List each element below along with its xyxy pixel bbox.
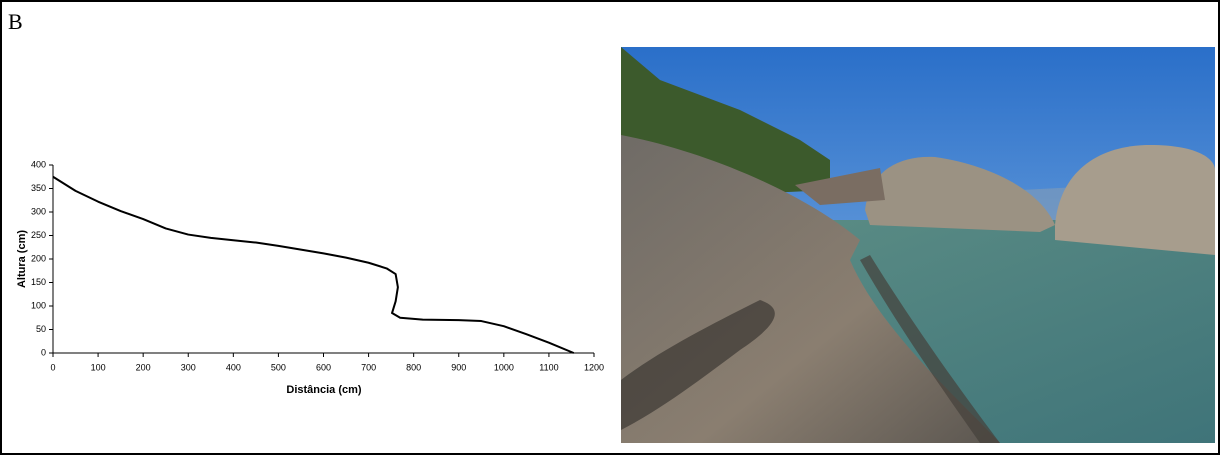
y-tick-label: 100	[31, 300, 46, 310]
profile-line	[52, 175, 575, 354]
x-tick-label: 0	[50, 362, 55, 372]
y-tick-label: 50	[36, 324, 46, 334]
panel-label: B	[8, 9, 23, 34]
y-axis-title: Altura (cm)	[16, 230, 28, 288]
x-tick-label: 1200	[584, 362, 604, 372]
x-tick-label: 200	[136, 362, 151, 372]
x-tick-label: 1000	[494, 362, 514, 372]
x-tick-label: 700	[361, 362, 376, 372]
x-tick-label: 100	[91, 362, 106, 372]
x-tick-label: 400	[226, 362, 241, 372]
x-tick-label: 900	[451, 362, 466, 372]
x-tick-label: 600	[316, 362, 331, 372]
x-tick-label: 1100	[539, 362, 558, 372]
y-tick-label: 0	[41, 347, 46, 357]
y-tick-label: 400	[31, 159, 46, 169]
x-tick-label: 300	[181, 362, 196, 372]
x-tick-label: 800	[406, 362, 421, 372]
y-tick-label: 300	[31, 206, 46, 216]
y-tick-label: 200	[31, 253, 46, 263]
x-tick-label: 500	[271, 362, 286, 372]
x-axis-title: Distância (cm)	[286, 384, 362, 396]
y-tick-label: 250	[31, 230, 46, 240]
y-tick-label: 350	[31, 183, 46, 193]
photo	[621, 47, 1215, 443]
y-tick-label: 150	[31, 277, 46, 287]
